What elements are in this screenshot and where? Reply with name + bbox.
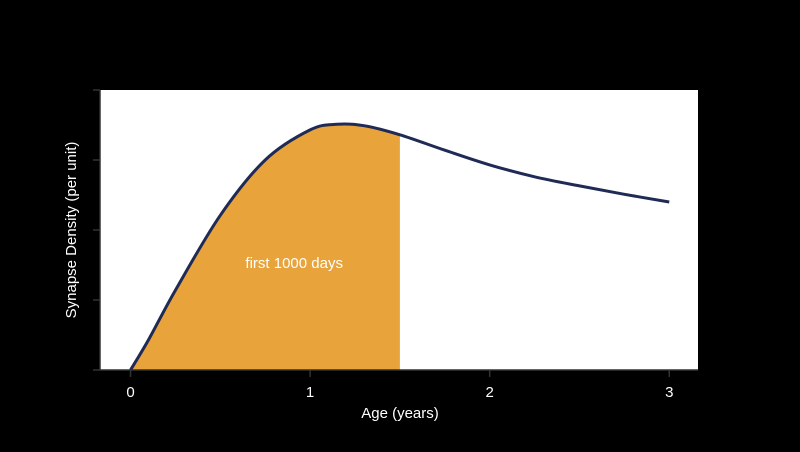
- line: [129, 122, 670, 371]
- y-axis-label: Synapse Density (per unit): [63, 142, 80, 319]
- x-tick-label: 3: [665, 384, 673, 401]
- x-tick-label: 2: [486, 384, 494, 401]
- annotation: first 1000 days: [245, 255, 343, 272]
- x-tick-label: 0: [126, 384, 134, 401]
- shaded-area: [130, 123, 400, 370]
- x-axis-label: Age (years): [361, 405, 439, 422]
- x-tick-label: 1: [306, 384, 314, 401]
